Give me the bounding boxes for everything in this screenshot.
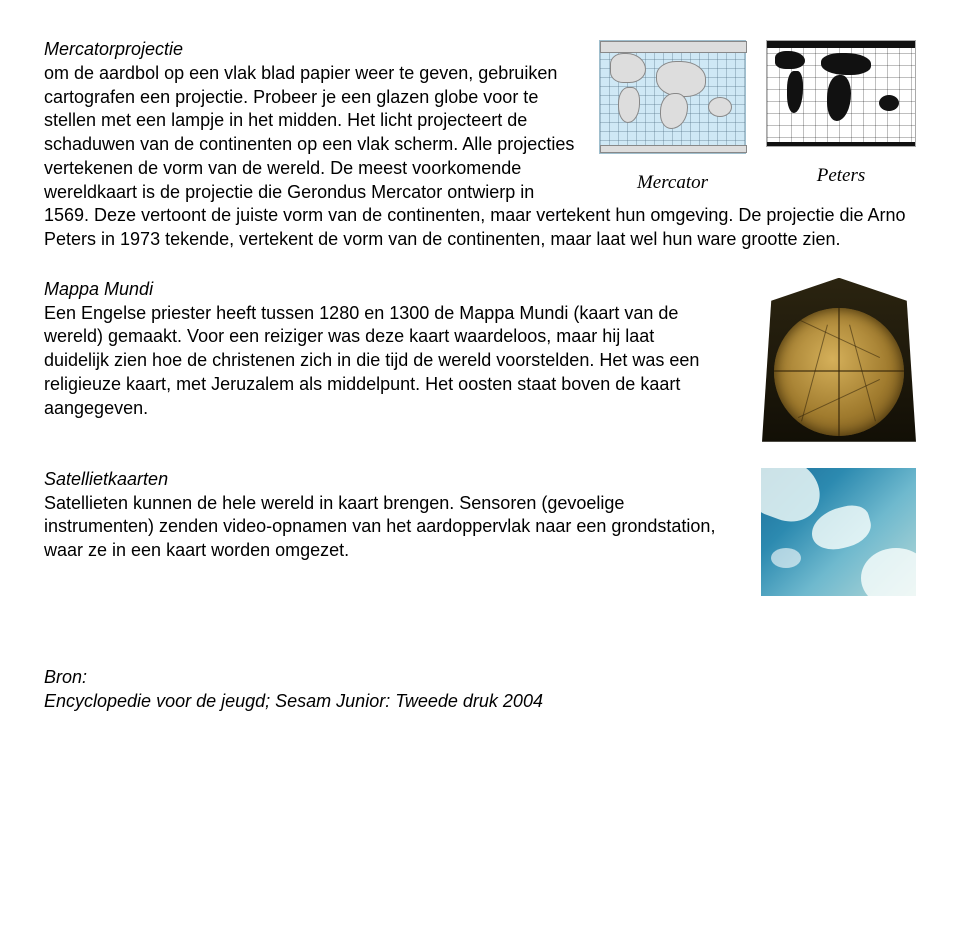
figure-peters: Peters	[766, 40, 916, 188]
section-title: Satellietkaarten	[44, 469, 168, 489]
source-block: Bron: Encyclopedie voor de jeugd; Sesam …	[44, 666, 916, 714]
section-body: Een Engelse priester heeft tussen 1280 e…	[44, 303, 699, 418]
figure-satellite	[741, 468, 916, 596]
figure-mappa-mundi	[742, 278, 916, 442]
section-body: Satellieten kunnen de hele wereld in kaa…	[44, 493, 715, 561]
peters-map-graphic	[766, 40, 916, 147]
source-text: Encyclopedie voor de jeugd; Sesam Junior…	[44, 691, 543, 711]
mappa-mundi-graphic	[762, 278, 916, 442]
figure-mercator: Mercator	[599, 40, 746, 195]
peters-caption: Peters	[817, 163, 866, 188]
section-mappa-mundi: Mappa Mundi Een Engelse priester heeft t…	[44, 278, 916, 442]
satellite-graphic	[761, 468, 916, 596]
section-mercator: Mercator Peters Mercatorprojectie om de …	[44, 38, 916, 252]
source-label: Bron:	[44, 667, 87, 687]
section-title: Mappa Mundi	[44, 279, 153, 299]
section-satellite: Satellietkaarten Satellieten kunnen de h…	[44, 468, 916, 596]
mercator-caption: Mercator	[637, 170, 708, 195]
section-title: Mercatorprojectie	[44, 39, 183, 59]
mercator-map-graphic	[599, 40, 746, 154]
projection-figures: Mercator Peters	[599, 40, 916, 195]
